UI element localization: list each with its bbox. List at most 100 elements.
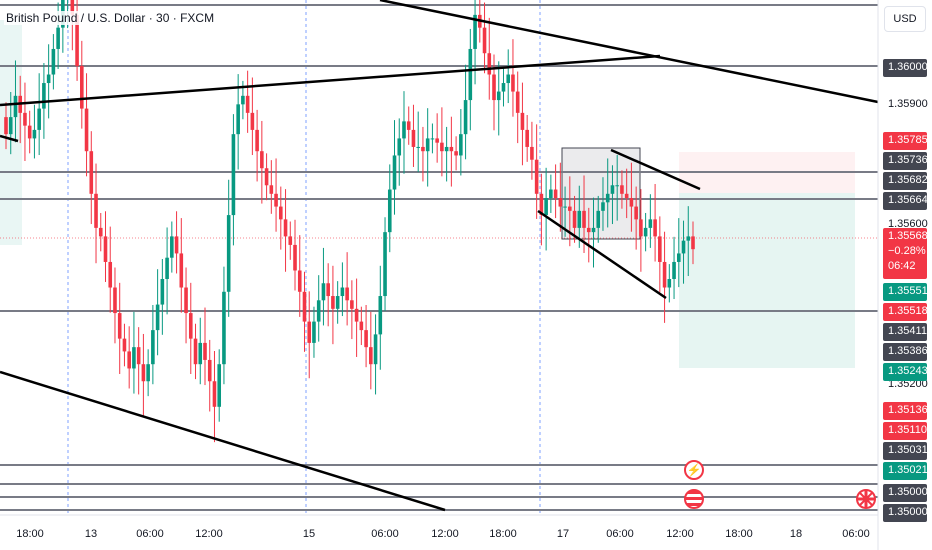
price-tag: 1.35664	[883, 192, 928, 210]
candle-body	[369, 347, 373, 365]
candle-body	[658, 236, 662, 262]
candle-body	[122, 338, 127, 352]
candle-body	[350, 300, 354, 309]
last-price-change: −0.28%	[888, 245, 926, 257]
time-axis-label: 18:00	[489, 528, 517, 540]
candle-body	[648, 219, 653, 228]
candle-body	[634, 206, 638, 220]
candle-body	[293, 244, 297, 271]
candle-body	[108, 261, 113, 288]
price-tag: 1.35243	[883, 363, 928, 381]
candle-body	[672, 261, 676, 279]
candle-body	[681, 240, 686, 254]
candle-body	[359, 321, 364, 331]
candle-body	[56, 27, 60, 49]
candle-body	[586, 227, 591, 233]
candle-body	[520, 112, 525, 130]
price-tag: 1.35000	[883, 504, 928, 522]
candle-body	[269, 185, 274, 194]
time-axis-label: 18:00	[725, 528, 753, 540]
candle-body	[378, 296, 383, 335]
candle-body	[676, 253, 681, 262]
candle-body	[530, 146, 534, 160]
candle-body	[27, 125, 32, 139]
last-price-tag: 1.35568 −0.28% 06:42	[883, 228, 928, 279]
candle-body	[141, 364, 146, 382]
candle-body	[279, 206, 283, 220]
candle-body	[203, 342, 207, 360]
candle-body	[373, 334, 378, 365]
candle-body	[463, 100, 468, 135]
candle-body	[4, 117, 8, 135]
candle-body	[174, 236, 179, 254]
candle-body	[482, 27, 487, 54]
lightning-icon[interactable]: ⚡	[684, 460, 704, 480]
candle-body	[316, 300, 321, 322]
candle-body	[364, 330, 368, 348]
candle-body	[188, 313, 193, 339]
candle-body	[326, 283, 330, 297]
candle-body	[94, 193, 98, 228]
candle-body	[103, 236, 108, 262]
candle-body	[591, 227, 596, 233]
candle-body	[250, 112, 255, 130]
candle-body	[160, 279, 165, 305]
candle-body	[23, 112, 27, 126]
time-axis-label: 13	[84, 528, 98, 540]
price-scale-label: 1.35200	[888, 378, 928, 390]
candle-body	[260, 151, 264, 169]
uk-flag-icon[interactable]	[856, 489, 876, 509]
candle-body	[274, 193, 278, 207]
candle-body	[440, 142, 444, 152]
candle-body	[136, 347, 141, 365]
candle-body	[577, 210, 582, 228]
candle-body	[492, 74, 496, 101]
candle-body	[198, 342, 203, 365]
candle-body	[506, 74, 511, 84]
target-zone	[679, 193, 855, 368]
price-tag: 1.35021	[883, 462, 928, 480]
candle-body	[184, 287, 188, 314]
candle-body	[80, 66, 84, 109]
time-axis-label: 18:00	[16, 528, 44, 540]
candle-body	[155, 304, 160, 331]
candle-body	[449, 146, 454, 152]
bar-countdown: 06:42	[888, 260, 916, 272]
candle-body	[340, 287, 345, 297]
candle-body	[610, 185, 615, 194]
candle-body	[288, 236, 293, 245]
candle-body	[487, 53, 492, 75]
price-tag: 1.35411	[883, 323, 927, 341]
candle-body	[563, 206, 567, 208]
price-tag: 1.35000	[883, 484, 928, 502]
candle-body	[236, 104, 240, 135]
candle-body	[411, 129, 416, 147]
candle-body	[435, 138, 439, 143]
candle-body	[345, 287, 349, 301]
candle-body	[13, 95, 18, 118]
candle-body	[84, 108, 89, 152]
candle-body	[212, 381, 217, 407]
candle-body	[402, 121, 406, 139]
candle-body	[601, 202, 605, 211]
symbol-title[interactable]: British Pound / U.S. Dollar · 30 · FXCM	[4, 11, 217, 25]
currency-selector[interactable]: USD	[884, 6, 926, 32]
candle-body	[459, 134, 463, 156]
candle-body	[615, 185, 619, 187]
price-tag-level: 1.36000	[883, 59, 928, 77]
candle-body	[193, 338, 198, 365]
time-axis-label: 17	[556, 528, 570, 540]
price-tag: 1.35518	[883, 303, 928, 321]
time-axis-label: 18	[789, 528, 803, 540]
candle-body	[421, 146, 425, 152]
candle-body	[179, 253, 184, 288]
candle-body	[354, 308, 359, 322]
candle-body	[207, 359, 212, 382]
candle-body	[430, 138, 435, 140]
us-flag-icon[interactable]	[684, 489, 704, 509]
candle-body	[539, 193, 544, 216]
candle-body	[620, 185, 624, 194]
candle-body	[37, 108, 41, 130]
candle-body	[473, 14, 477, 49]
